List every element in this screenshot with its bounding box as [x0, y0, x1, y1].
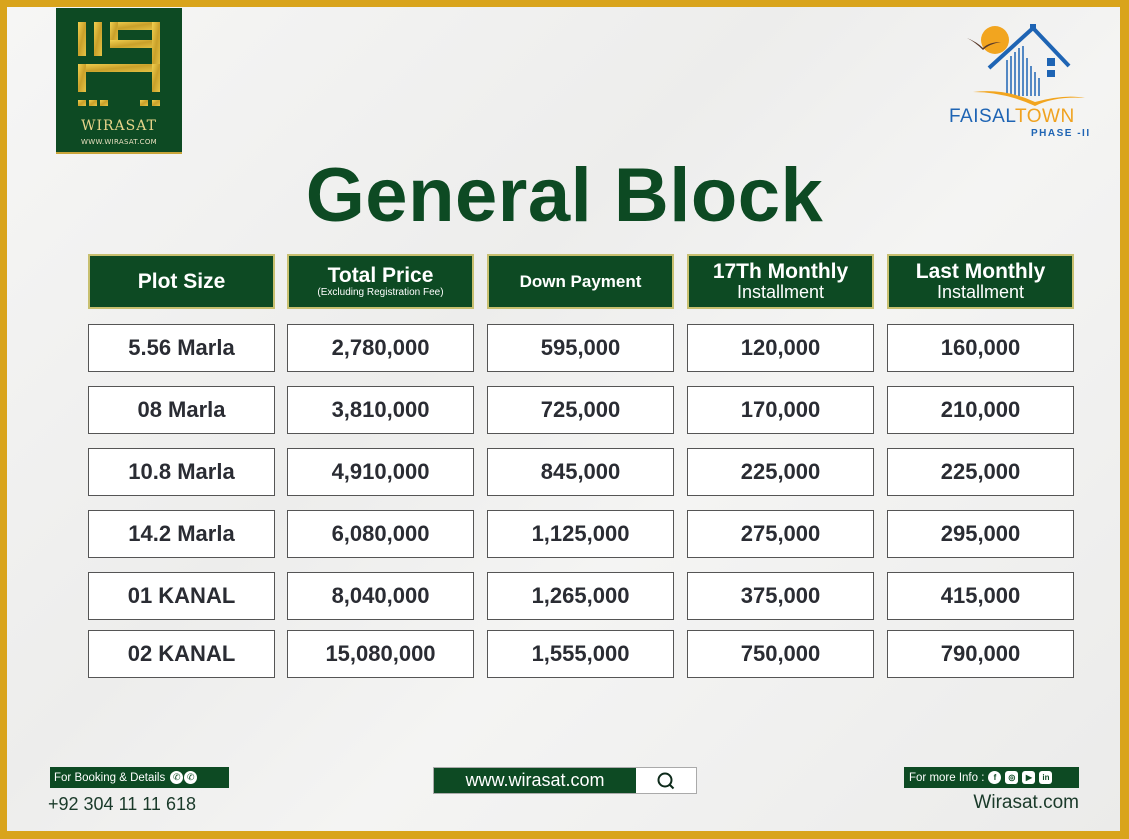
table-cell: 170,000 [687, 386, 874, 434]
more-info-box: For more Info : f ◎ ▶ in [904, 767, 1079, 788]
table-cell: 225,000 [687, 448, 874, 496]
faisal-town-logo: FAISALTOWN PHASE -II [945, 18, 1105, 143]
instagram-icon[interactable]: ◎ [1005, 771, 1019, 784]
more-info-label: For more Info : [909, 771, 985, 784]
faisal-town-name: FAISALTOWN [949, 106, 1075, 127]
table-cell: 1,265,000 [487, 572, 674, 620]
table-cell: 845,000 [487, 448, 674, 496]
table-cell: 08 Marla [88, 386, 275, 434]
table-cell: 1,555,000 [487, 630, 674, 678]
header-17th-installment: 17Th Monthly Installment [687, 254, 874, 309]
table-cell: 225,000 [887, 448, 1074, 496]
phone-number[interactable]: +92 304 11 11 618 [48, 794, 196, 814]
table-cell: 8,040,000 [287, 572, 474, 620]
table-cell: 275,000 [687, 510, 874, 558]
booking-label-box: For Booking & Details ✆ ✆ [50, 767, 229, 788]
table-cell: 4,910,000 [287, 448, 474, 496]
search-icon [657, 772, 675, 789]
header-plot-size: Plot Size [88, 254, 275, 309]
table-cell: 14.2 Marla [88, 510, 275, 558]
facebook-icon[interactable]: f [988, 771, 1002, 784]
website-link[interactable]: www.wirasat.com [434, 768, 636, 793]
wirasat-calligraphy-icon [78, 22, 160, 106]
header-total-price: Total Price (Excluding Registration Fee) [287, 254, 474, 309]
youtube-icon[interactable]: ▶ [1022, 771, 1036, 784]
header-last-installment: Last Monthly Installment [887, 254, 1074, 309]
table-cell: 160,000 [887, 324, 1074, 372]
faisal-town-phase: PHASE -II [1031, 128, 1091, 139]
wirasat-url: WWW.WIRASAT.COM [81, 138, 157, 146]
search-button[interactable] [636, 768, 696, 793]
table-cell: 10.8 Marla [88, 448, 275, 496]
table-cell: 595,000 [487, 324, 674, 372]
table-cell: 6,080,000 [287, 510, 474, 558]
table-cell: 210,000 [887, 386, 1074, 434]
table-cell: 120,000 [687, 324, 874, 372]
table-cell: 415,000 [887, 572, 1074, 620]
house-sun-icon [967, 24, 1085, 106]
phone-icon[interactable]: ✆ [184, 771, 198, 784]
website-search-bar[interactable]: www.wirasat.com [433, 767, 697, 794]
table-cell: 3,810,000 [287, 386, 474, 434]
table-cell: 295,000 [887, 510, 1074, 558]
table-cell: 15,080,000 [287, 630, 474, 678]
header-down-payment: Down Payment [487, 254, 674, 309]
whatsapp-icon[interactable]: ✆ [170, 771, 184, 784]
table-cell: 375,000 [687, 572, 874, 620]
booking-label: For Booking & Details [54, 771, 166, 784]
page-title: General Block [305, 153, 824, 238]
table-cell: 2,780,000 [287, 324, 474, 372]
wirasat-logo: WIRASAT WWW.WIRASAT.COM [56, 8, 182, 154]
wirasat-name: WIRASAT [81, 118, 157, 134]
table-cell: 750,000 [687, 630, 874, 678]
table-cell: 725,000 [487, 386, 674, 434]
table-cell: 02 KANAL [88, 630, 275, 678]
site-name[interactable]: Wirasat.com [973, 792, 1079, 813]
table-cell: 01 KANAL [88, 572, 275, 620]
table-cell: 5.56 Marla [88, 324, 275, 372]
table-cell: 1,125,000 [487, 510, 674, 558]
table-cell: 790,000 [887, 630, 1074, 678]
linkedin-icon[interactable]: in [1039, 771, 1053, 784]
